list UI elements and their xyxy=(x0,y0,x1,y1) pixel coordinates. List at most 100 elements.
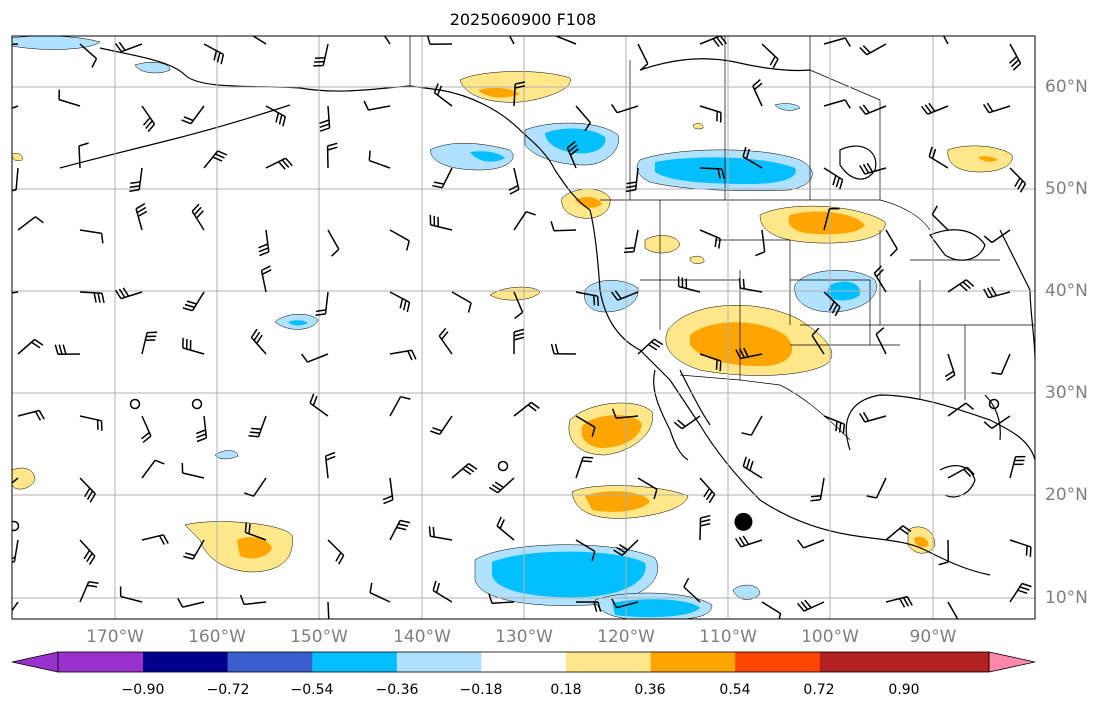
blue-anomaly-small-canada xyxy=(774,103,801,111)
wind-barb xyxy=(195,415,208,443)
wind-barb xyxy=(389,519,411,541)
wind-barb xyxy=(742,146,763,169)
wind-barb xyxy=(637,43,649,71)
wind-barb xyxy=(389,229,410,251)
wind-barb xyxy=(866,477,887,499)
wind-barb xyxy=(575,456,594,479)
lon-label-130w: 130°W xyxy=(495,627,553,647)
wind-barb xyxy=(326,142,338,169)
wind-barb xyxy=(610,290,639,301)
lon-label-90w: 90°W xyxy=(909,627,957,647)
blue-core-pacific-13n xyxy=(492,551,646,598)
blue-anomaly-pacific-23n xyxy=(214,450,239,460)
wind-barb xyxy=(243,477,267,497)
borders xyxy=(409,36,1035,441)
wind-barb xyxy=(432,167,453,189)
wind-barb xyxy=(983,286,1011,299)
lon-label-170w: 170°W xyxy=(86,627,144,647)
colorbar-tick: −0.54 xyxy=(290,682,334,698)
colorbar-segment xyxy=(481,652,567,672)
wind-barb xyxy=(438,327,453,355)
wind-barb xyxy=(859,411,887,423)
blue-anomaly-aleutian xyxy=(12,36,101,50)
colorbar-arrow-left xyxy=(11,651,59,673)
lat-label-30n: 30°N xyxy=(1045,383,1088,403)
map-title: 2025060900 F108 xyxy=(449,10,597,29)
wind-barb xyxy=(947,402,975,417)
wind-barb xyxy=(54,344,81,356)
wind-barb xyxy=(260,265,272,293)
gulf-of-mexico xyxy=(845,394,1035,461)
wind-barb xyxy=(451,291,472,313)
wind-barb xyxy=(114,287,143,300)
wind-barb xyxy=(983,229,1011,244)
wind-barb xyxy=(885,525,912,541)
wind-barb xyxy=(141,415,152,443)
wind-barb xyxy=(141,331,158,355)
wind-barb xyxy=(135,203,148,231)
blue-anomaly-bering xyxy=(134,62,171,74)
wind-barb xyxy=(79,43,98,68)
wind-barb xyxy=(429,214,453,231)
wind-barb xyxy=(677,276,701,293)
wind-barb xyxy=(300,353,329,363)
wind-barb xyxy=(433,83,453,107)
wind-barb xyxy=(12,477,19,484)
wind-barb xyxy=(327,229,340,257)
wind-barb xyxy=(513,401,540,417)
wind-barb xyxy=(859,43,887,56)
wind-barb xyxy=(637,338,664,355)
calm-circle xyxy=(988,398,1000,410)
wind-barb xyxy=(699,36,727,48)
wind-barb xyxy=(983,415,1011,430)
wind-barb xyxy=(79,477,96,503)
wind-barb xyxy=(823,207,840,231)
wind-barb xyxy=(873,265,887,293)
wind-barb xyxy=(513,291,524,319)
wind-barb xyxy=(738,278,763,293)
orange-anomaly-alaska xyxy=(478,87,520,98)
wind-barb xyxy=(1009,539,1032,557)
yellow-anomaly-yukon xyxy=(692,123,704,130)
yellow-anomaly-wyoming xyxy=(689,255,705,264)
wind-barb xyxy=(508,36,515,45)
wind-barb xyxy=(947,466,975,479)
wind-barb xyxy=(141,105,156,133)
wind-barb xyxy=(637,477,658,500)
wind-barb xyxy=(699,353,722,372)
map-frame xyxy=(11,35,1036,620)
colorbar-segment xyxy=(650,652,736,672)
wind-barb xyxy=(327,539,345,565)
wind-barb xyxy=(451,462,478,479)
wind-barb xyxy=(327,601,330,619)
colorbar-tick: 0.36 xyxy=(634,682,666,698)
wind-barb xyxy=(488,477,515,494)
wind-barb xyxy=(430,415,453,436)
wind-barb xyxy=(699,477,716,504)
calm-circle xyxy=(497,460,509,472)
wind-barb xyxy=(265,105,287,127)
wind-barb xyxy=(244,522,267,541)
wind-barb xyxy=(761,601,782,619)
wind-barb xyxy=(309,393,329,417)
wind-barb xyxy=(610,103,639,114)
orange-core-hawaii xyxy=(237,537,272,559)
colorbar-tick: −0.36 xyxy=(375,682,419,698)
wind-barb xyxy=(78,142,89,169)
wind-barb xyxy=(885,595,913,608)
wind-barb xyxy=(12,43,19,46)
wind-barb xyxy=(513,81,526,107)
colorbar xyxy=(11,651,1036,673)
blue-core-pacific-37n xyxy=(288,320,308,326)
wind-barb xyxy=(251,36,267,45)
wind-barb xyxy=(12,291,19,294)
wind-barb xyxy=(258,229,270,257)
colorbar-tick: −0.72 xyxy=(206,682,250,698)
colorbar-tick: 0.72 xyxy=(803,682,835,698)
wind-barb xyxy=(432,580,453,603)
wind-barb xyxy=(1008,43,1022,71)
arctic-coast xyxy=(639,58,811,72)
wind-barbs xyxy=(12,36,1032,619)
wind-barb xyxy=(513,210,536,231)
florida xyxy=(984,394,1001,441)
